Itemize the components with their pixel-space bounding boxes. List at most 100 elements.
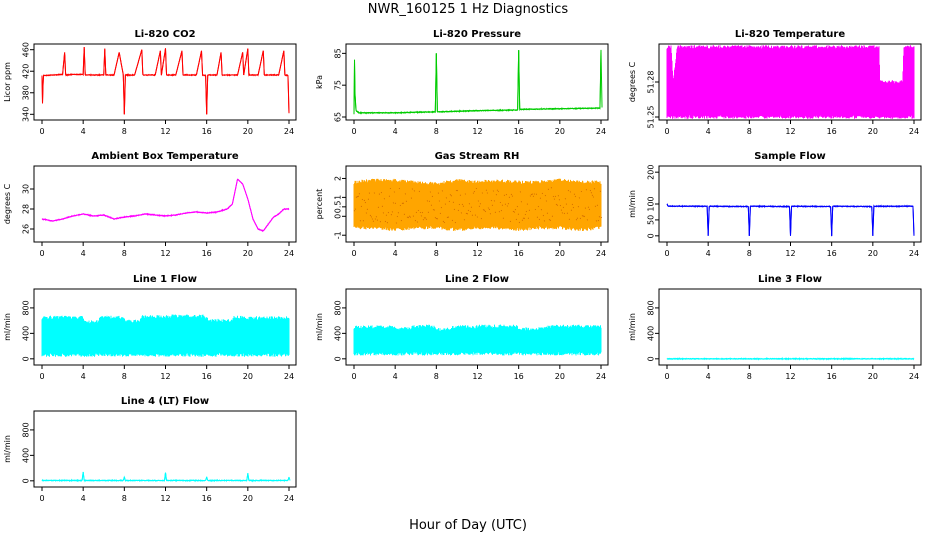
x-tick-label: 24 [284,127,294,136]
series-segment [175,212,187,216]
y-axis-label: degrees C [628,61,637,102]
series-segment [237,52,244,76]
x-tick-label: 16 [514,372,524,381]
x-tick-label: 20 [243,494,253,503]
y-tick-label: 51.25 [647,106,656,129]
x-tick-label: 24 [596,249,606,258]
x-tick-label: 8 [747,127,752,136]
y-tick-label: 0 [334,356,343,361]
x-tick-label: 12 [785,127,795,136]
x-tick-label: 0 [39,127,44,136]
y-tick-label: 0 [22,478,31,483]
series-segment [42,84,44,104]
series-segment [124,215,135,218]
series-segment [247,48,250,76]
series-line [353,49,602,115]
y-tick-label: 65 [334,112,343,122]
series-line [41,178,290,233]
x-tick-label: 0 [664,249,669,258]
x-tick-label: 0 [351,372,356,381]
y-axis-label: Licor ppm [3,62,12,102]
x-tick-label: 20 [868,372,878,381]
y-tick-label: 0 [647,356,656,361]
series-segment [83,46,86,76]
series-band [353,178,602,231]
series-segment [237,178,244,185]
series-segment [62,215,74,220]
series-segment [216,208,228,213]
series-segment [113,216,125,220]
y-tick-label: 75 [334,80,343,90]
series-segment [247,198,254,220]
y-tick-label: 460 [22,42,31,57]
series-segment [42,74,45,85]
y-tick-label: 0 [647,233,656,238]
y-tick-label: 400 [22,326,31,341]
x-tick-label: 4 [706,372,711,381]
series-segment [52,218,63,222]
panel-title: Li-820 CO2 [134,29,195,40]
x-tick-label: 20 [243,249,253,258]
y-tick-label: 51.28 [647,71,656,94]
series-segment [165,48,168,76]
x-tick-label: 12 [160,494,170,503]
series-segment [354,59,356,95]
x-tick-label: 4 [393,249,398,258]
y-tick-label: 26 [22,224,31,234]
y-tick-label: 85 [334,48,343,58]
x-tick-label: 24 [909,249,919,258]
y-tick-label: 400 [22,448,31,463]
x-tick-label: 20 [555,249,565,258]
series-segment [160,48,166,76]
series-segment [52,73,63,76]
x-tick-label: 16 [827,127,837,136]
series-segment [707,206,710,236]
panel-10: Line 4 (LT) Flow ml/min 0 4 8 12 16 20 24 0 400 800 [3,396,297,503]
series-dots [353,187,603,224]
y-axis-label: ml/min [315,313,324,341]
plot-area [41,314,290,357]
series-segment [155,214,166,217]
x-tick-label: 16 [202,372,212,381]
panel-title: Ambient Box Temperature [91,151,238,162]
x-tick-label: 12 [472,249,482,258]
y-tick-label: 340 [22,107,31,122]
y-tick-label: 100 [647,196,656,211]
y-tick-label: 1 [334,195,343,200]
y-tick-label: 0 [334,214,343,219]
x-tick-label: 0 [664,372,669,381]
series-band [353,324,602,356]
x-tick-label: 24 [284,249,294,258]
series-segment [748,206,751,236]
plot-frame [33,43,297,121]
series-segment [831,206,834,236]
x-tick-label: 16 [514,127,524,136]
x-tick-label: 16 [827,249,837,258]
x-tick-label: 12 [785,249,795,258]
plot-area [353,49,603,115]
series-segment [65,73,73,76]
series-segment [284,74,289,77]
series-segment [278,208,285,215]
series-segment [600,50,603,108]
series-segment [790,206,793,236]
series-segment [196,211,207,214]
y-axis-label: ml/min [3,313,12,341]
series-segment [83,213,94,217]
x-tick-label: 8 [122,127,127,136]
y-tick-label: 400 [334,326,343,341]
x-tick-label: 20 [555,372,565,381]
series-line [41,48,290,115]
x-tick-label: 4 [706,127,711,136]
y-axis-label: percent [315,189,324,220]
plot-area [666,356,915,361]
series-segment [206,211,218,214]
x-tick-label: 24 [596,127,606,136]
x-tick-label: 20 [555,127,565,136]
series-segment [123,74,126,115]
plot-area [666,45,915,119]
series-segment [216,52,222,76]
